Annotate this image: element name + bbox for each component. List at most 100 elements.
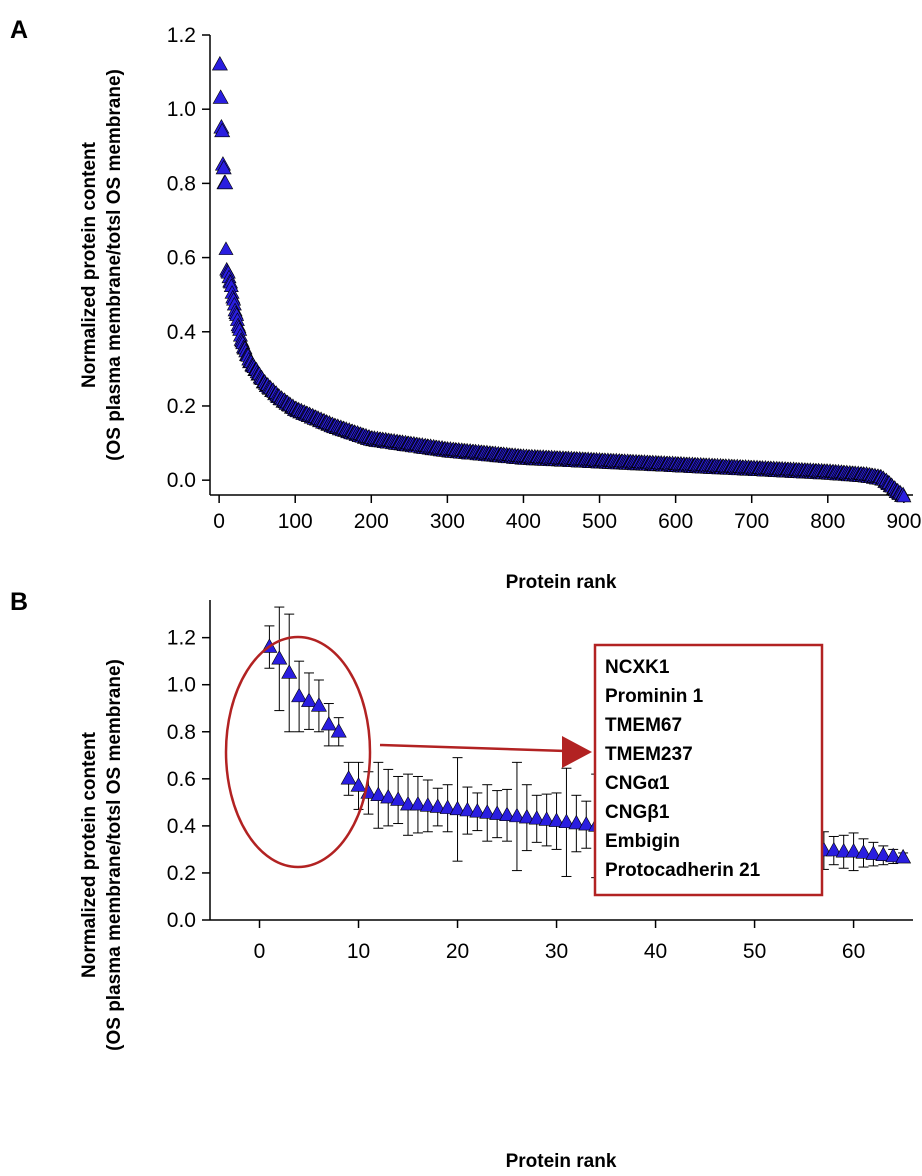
data-point — [835, 843, 852, 858]
x-tick-label: 300 — [430, 510, 465, 533]
data-point — [896, 488, 912, 503]
data-point — [528, 810, 545, 825]
data-point — [419, 797, 436, 812]
x-tick-label: 600 — [658, 510, 693, 533]
x-tick-label: 20 — [446, 940, 469, 963]
data-point — [350, 777, 367, 792]
y-tick-label: 0.8 — [167, 721, 196, 744]
data-point — [310, 697, 327, 712]
data-point — [271, 650, 288, 665]
panel-a-x-ticks: 0 100 200 300 400 500 600 700 800 900 — [213, 495, 921, 533]
data-point — [895, 848, 912, 864]
y-tick-label: 1.0 — [167, 98, 196, 121]
y-tick-label: 0.8 — [167, 172, 196, 195]
data-point — [548, 812, 565, 827]
data-point — [380, 788, 397, 804]
panel-a-points — [211, 55, 912, 503]
data-point — [875, 846, 892, 861]
panel-b: B 0.0 0.2 0.4 0.6 0.8 1.0 1.2 0 10 20 30 40 50 60 NC… — [10, 588, 913, 1172]
annotation-box-item: Prominin 1 — [605, 686, 704, 707]
annotation-arrow-head — [562, 736, 592, 768]
data-point — [429, 798, 446, 813]
x-tick-label: 60 — [842, 940, 865, 963]
data-point — [885, 847, 902, 863]
panel-a-x-label: Protein rank — [506, 572, 617, 593]
data-point — [370, 786, 387, 801]
y-tick-label: 0.0 — [167, 469, 196, 492]
y-tick-label: 0.4 — [167, 321, 197, 344]
data-point — [320, 715, 337, 731]
panel-a-y-label: Normalized protein content — [79, 141, 100, 388]
data-point — [211, 55, 228, 71]
panel-b-y-label-2: (OS plasma membrane/totsl OS membrane) — [104, 659, 125, 1051]
y-tick-label: 0.6 — [167, 768, 196, 791]
data-point — [439, 799, 456, 814]
x-tick-label: 900 — [886, 510, 921, 533]
panel-a: A 0.0 0.2 0.4 0.6 0.8 1.0 1.2 0 100 200 300 400 500… — [10, 16, 921, 593]
y-tick-label: 1.2 — [167, 24, 196, 47]
data-point — [409, 795, 426, 811]
data-point — [489, 805, 506, 820]
y-tick-label: 1.2 — [167, 627, 196, 650]
data-point — [218, 241, 234, 255]
data-point — [281, 664, 298, 679]
data-point — [845, 843, 862, 858]
annotation-arrow-line — [379, 743, 567, 753]
annotation-box-item: NCXK1 — [605, 657, 670, 678]
data-point — [825, 841, 842, 857]
annotation-box-item: Protocadherin 21 — [605, 860, 761, 881]
x-tick-label: 10 — [347, 940, 370, 963]
annotation-box-item: Embigin — [605, 831, 680, 852]
annotation-box-item: TMEM67 — [605, 715, 682, 736]
x-tick-label: 700 — [734, 510, 769, 533]
panel-b-x-ticks: 0 10 20 30 40 50 60 — [254, 920, 865, 963]
annotation-box — [593, 643, 824, 897]
data-point — [390, 791, 407, 806]
data-point — [459, 801, 476, 817]
data-point — [330, 723, 347, 738]
x-tick-label: 400 — [506, 510, 541, 533]
data-point — [479, 804, 496, 819]
data-point — [578, 815, 595, 831]
y-tick-label: 0.0 — [167, 909, 196, 932]
data-point — [214, 122, 231, 138]
x-tick-label: 200 — [354, 510, 389, 533]
x-tick-label: 100 — [278, 510, 313, 533]
data-point — [499, 806, 516, 821]
data-point — [291, 687, 308, 703]
annotation-box-item: TMEM237 — [605, 744, 693, 765]
annotation-box-list: NCXK1 Prominin 1 TMEM67 TMEM237 CNGα1 CNGβ1 Em… — [605, 657, 761, 881]
x-tick-label: 40 — [644, 940, 667, 963]
data-point — [400, 795, 417, 811]
y-tick-label: 0.2 — [167, 862, 196, 885]
panel-b-letter: B — [10, 588, 28, 616]
data-point — [865, 845, 882, 860]
annotation-box-item: CNGβ1 — [605, 802, 670, 823]
data-point — [217, 174, 234, 190]
y-tick-label: 0.6 — [167, 247, 196, 270]
data-point — [340, 770, 357, 785]
highlight-ellipse — [224, 635, 372, 869]
data-point — [558, 813, 575, 829]
panel-a-letter: A — [10, 16, 28, 44]
x-tick-label: 800 — [810, 510, 845, 533]
x-tick-label: 500 — [582, 510, 617, 533]
y-tick-label: 0.2 — [167, 395, 196, 418]
panel-a-y-label-2: (OS plasma membrane/totsl OS membrane) — [104, 69, 125, 461]
data-point — [518, 808, 535, 824]
panel-b-y-ticks: 0.0 0.2 0.4 0.6 0.8 1.0 1.2 — [167, 627, 210, 932]
data-point — [538, 811, 555, 826]
x-tick-label: 30 — [545, 940, 568, 963]
data-point — [469, 803, 486, 818]
data-point — [215, 159, 232, 175]
data-point — [449, 800, 466, 816]
data-point — [508, 807, 525, 823]
data-point — [855, 844, 872, 859]
panel-b-x-label: Protein rank — [506, 1151, 617, 1172]
panel-b-y-label: Normalized protein content — [79, 731, 100, 978]
data-point — [212, 89, 229, 104]
y-tick-label: 1.0 — [167, 674, 196, 697]
panel-a-y-ticks: 0.0 0.2 0.4 0.6 0.8 1.0 1.2 — [167, 24, 210, 492]
x-tick-label: 0 — [213, 510, 225, 533]
